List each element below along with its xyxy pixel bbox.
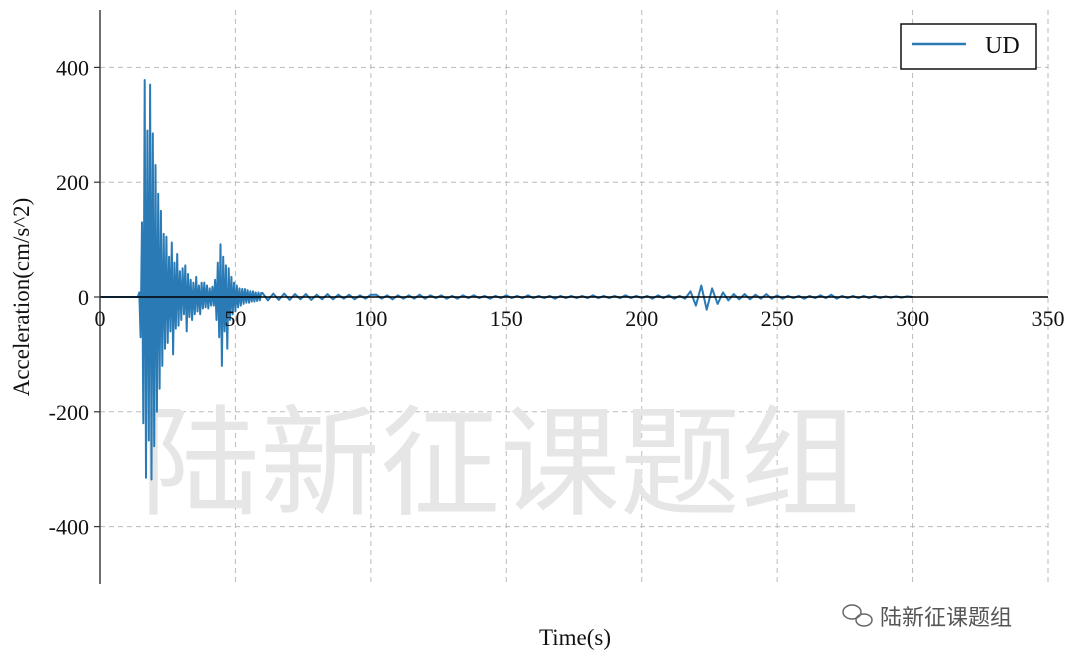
x-axis-label: Time(s) [539, 625, 611, 650]
x-tick-label: 350 [1032, 306, 1065, 331]
x-tick-label: 100 [354, 306, 387, 331]
legend-box [900, 23, 1037, 70]
wechat-icon [842, 604, 873, 627]
y-tick-label: 400 [56, 55, 89, 80]
y-axis-label: Acceleration(cm/s^2) [9, 198, 34, 397]
y-ticks: 400 200 0 -200 -400 [49, 55, 100, 540]
legend: UD [900, 23, 1037, 70]
y-tick-label: 200 [56, 170, 89, 195]
source-label: 陆新征课题组 [880, 606, 1012, 631]
x-tick-label: 0 [95, 306, 106, 331]
x-tick-label: 300 [896, 306, 929, 331]
x-tick-label: 150 [490, 306, 523, 331]
x-tick-label: 200 [625, 306, 658, 331]
y-tick-label: -400 [49, 515, 89, 540]
x-tick-label: 250 [761, 306, 794, 331]
watermark-text: 陆新征课题组 [140, 395, 860, 534]
y-tick-label: -200 [49, 400, 89, 425]
y-tick-label: 0 [78, 285, 89, 310]
x-tick-label: 50 [224, 306, 246, 331]
x-ticks: 0 50 100 150 200 250 300 350 [95, 306, 1065, 331]
wechat-source: 陆新征课题组 [842, 604, 1012, 631]
legend-label-ud: UD [985, 33, 1020, 59]
